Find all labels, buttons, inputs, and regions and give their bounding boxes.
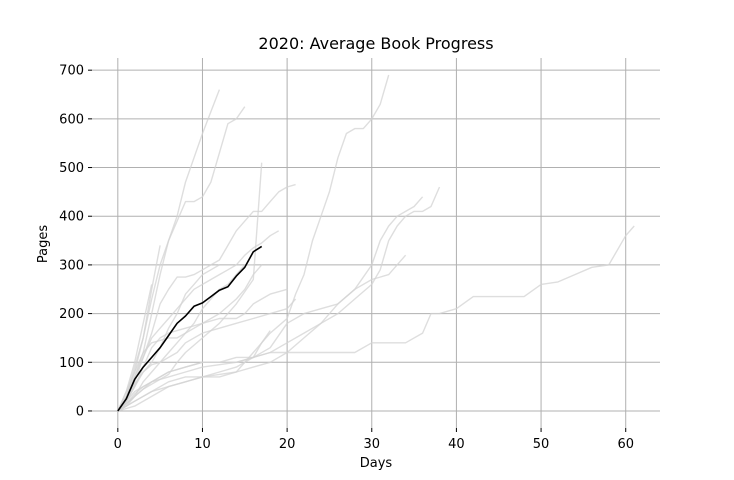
x-tick-label-6: 60 xyxy=(617,437,634,452)
y-tick-label-2: 200 xyxy=(59,307,84,322)
book-progress-line-9 xyxy=(117,254,407,412)
book-progress-line-7 xyxy=(117,230,280,412)
chart-title: 2020: Average Book Progress xyxy=(258,34,493,53)
y-tick-label-5: 500 xyxy=(59,161,84,176)
y-tick-label-0: 0 xyxy=(76,404,84,419)
book-progress-line-11 xyxy=(117,245,161,412)
book-progress-line-5 xyxy=(117,196,424,412)
average-progress-line xyxy=(117,245,263,412)
y-tick-label-1: 100 xyxy=(59,356,84,371)
y-tick-label-7: 700 xyxy=(59,64,84,79)
y-tick-label-6: 600 xyxy=(59,112,84,127)
book-progress-line-8 xyxy=(117,264,263,412)
y-tick-label-3: 300 xyxy=(59,258,84,273)
x-tick-label-2: 20 xyxy=(279,437,296,452)
x-axis-label: Days xyxy=(360,456,393,471)
y-axis-label: Pages xyxy=(36,225,51,263)
y-tick-labels: 0 100 200 300 400 500 600 700 xyxy=(59,64,92,419)
book-progress-line-4 xyxy=(117,74,390,412)
x-tick-label-5: 50 xyxy=(533,437,550,452)
series-lines xyxy=(117,74,635,412)
book-progress-line-13 xyxy=(117,288,288,412)
x-tick-label-4: 40 xyxy=(448,437,465,452)
x-tick-label-3: 30 xyxy=(363,437,380,452)
book-progress-line-17 xyxy=(117,264,220,412)
x-tick-label-1: 10 xyxy=(194,437,211,452)
book-progress-line-12 xyxy=(117,284,153,412)
x-tick-label-0: 0 xyxy=(114,437,122,452)
book-progress-line-14 xyxy=(117,298,297,412)
book-progress-line-3 xyxy=(117,183,296,412)
book-progress-line-10 xyxy=(117,186,441,412)
book-progress-line-16 xyxy=(117,330,271,412)
grid-lines xyxy=(92,58,660,428)
y-tick-label-4: 400 xyxy=(59,210,84,225)
x-tick-labels: 0 10 20 30 40 50 60 xyxy=(114,428,634,452)
